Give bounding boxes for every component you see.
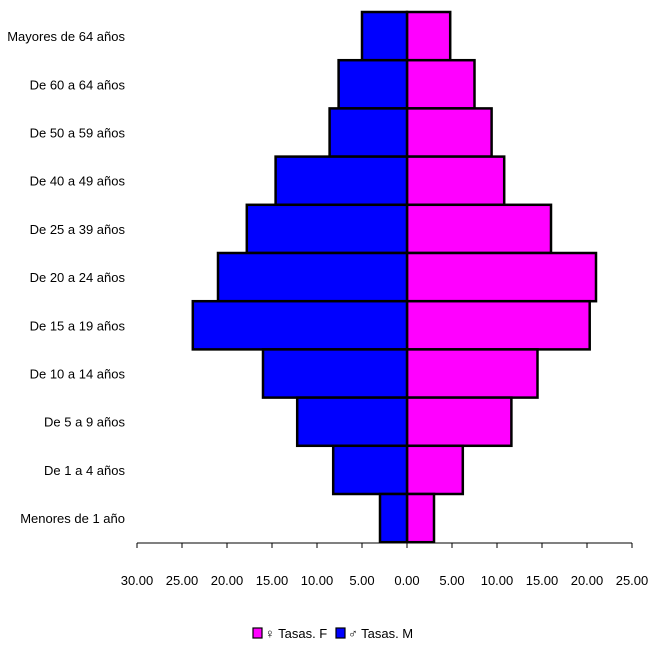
legend-label-female: ♀ Tasas. F [265,626,327,641]
legend-swatch-female [252,627,263,639]
bars-group [191,10,598,544]
bar-male-2 [328,107,409,158]
x-tick-label: 20.00 [211,573,244,588]
bar-male-4 [245,203,409,255]
legend-swatch-male [335,627,346,639]
x-tick-label: 15.00 [256,573,289,588]
bar-male-10 [378,492,409,544]
bar-female-2 [405,107,493,158]
category-label: Mayores de 64 años [7,29,125,44]
x-tick-label: 25.00 [166,573,199,588]
bar-male-3 [274,155,409,207]
bar-female-3 [405,155,506,207]
category-label: De 25 a 39 años [30,222,126,237]
legend: ♀ Tasas. F ♂ Tasas. M [252,626,413,641]
bar-male-9 [331,444,409,496]
x-tick-label: 25.00 [616,573,649,588]
bar-female-4 [405,203,553,255]
category-label: De 60 a 64 años [30,77,126,92]
category-label: De 10 a 14 años [30,367,126,382]
category-label: De 15 a 19 años [30,318,126,333]
x-tick-label: 0.00 [394,573,419,588]
x-tick-label: 5.00 [349,573,374,588]
bar-male-8 [295,396,409,448]
bar-female-5 [405,251,598,303]
legend-label-male: ♂ Tasas. M [348,626,413,641]
bar-female-1 [405,58,476,110]
x-tick-label: 10.00 [301,573,334,588]
x-tick-label: 30.00 [121,573,154,588]
x-axis: 30.00 25.00 20.00 15.00 10.00 5.00 0.00 5.00 10.… [121,542,649,588]
category-label: De 50 a 59 años [30,126,126,141]
x-tick-label: 20.00 [571,573,604,588]
category-label: De 1 a 4 años [44,463,125,478]
category-label: Menores de 1 año [20,511,125,526]
bar-male-6 [191,299,409,351]
x-tick-label: 10.00 [481,573,514,588]
bar-female-8 [405,396,513,448]
bar-female-6 [405,299,591,351]
category-label: De 5 a 9 años [44,415,125,430]
bar-male-0 [360,10,409,62]
x-tick-label: 5.00 [439,573,464,588]
bar-male-5 [216,251,409,303]
bar-female-9 [405,444,465,496]
category-label: De 40 a 49 años [30,174,126,189]
bar-female-0 [405,10,452,62]
category-label: De 20 a 24 años [30,270,126,285]
bar-female-10 [405,492,436,544]
bar-male-7 [261,348,409,399]
x-tick-label: 15.00 [526,573,559,588]
bar-male-1 [337,58,409,110]
bar-female-7 [405,348,539,399]
category-labels: Mayores de 64 años De 60 a 64 años De 50 a… [7,29,125,526]
